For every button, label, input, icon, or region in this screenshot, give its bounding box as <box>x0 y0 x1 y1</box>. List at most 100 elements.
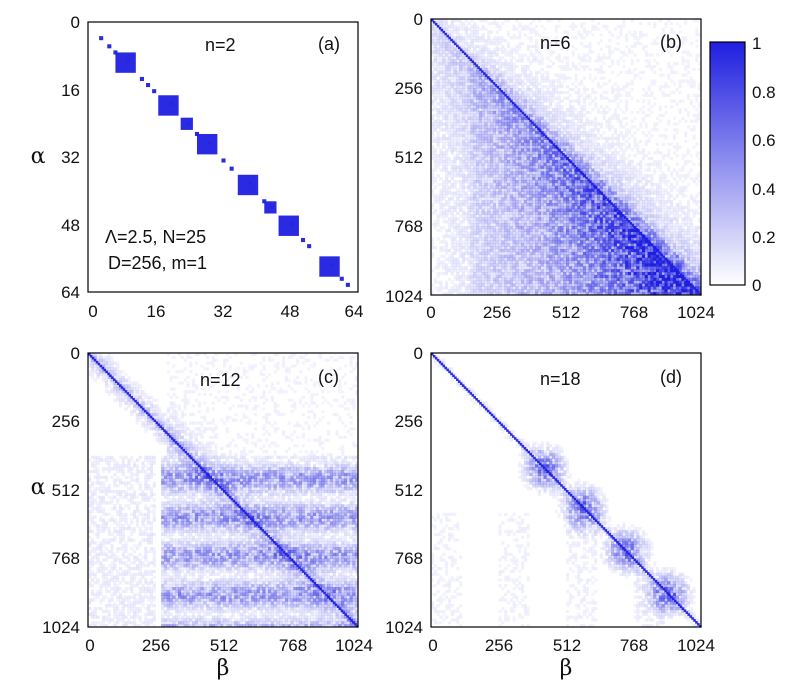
matrix-cell <box>546 85 550 89</box>
matrix-cell <box>554 125 558 129</box>
matrix-cell <box>605 154 609 158</box>
matrix-cell <box>504 191 508 195</box>
matrix-cell <box>608 180 612 184</box>
matrix-cell <box>549 188 553 192</box>
matrix-cell <box>433 105 437 109</box>
matrix-cell <box>686 217 691 221</box>
matrix-cell <box>686 79 691 83</box>
matrix-cell <box>518 208 522 212</box>
matrix-cell <box>594 116 598 120</box>
matrix-cell <box>512 116 516 120</box>
matrix-cell <box>515 226 519 230</box>
diagonal-block <box>139 76 144 81</box>
matrix-cell <box>473 111 477 115</box>
matrix-cell <box>588 208 592 212</box>
diagonal-block <box>194 131 200 137</box>
matrix-cell <box>698 62 702 66</box>
matrix-cell <box>585 194 589 198</box>
matrix-cell <box>447 197 451 201</box>
matrix-cell <box>627 154 631 158</box>
matrix-cell <box>585 214 589 218</box>
matrix-cell <box>653 21 657 26</box>
matrix-cell <box>594 197 598 201</box>
matrix-cell <box>695 19 699 23</box>
matrix-cell <box>470 56 474 60</box>
matrix-cell <box>613 116 617 120</box>
matrix-cell <box>436 44 440 49</box>
matrix-cell <box>478 197 482 201</box>
matrix-cell <box>613 174 617 178</box>
matrix-cell <box>602 142 606 146</box>
matrix-cell <box>605 159 609 164</box>
matrix-cell <box>532 119 536 123</box>
matrix-cell <box>664 134 668 138</box>
matrix-cell <box>633 197 637 201</box>
matrix-cell <box>467 177 471 181</box>
matrix-cell <box>551 131 556 135</box>
matrix-cell <box>557 53 561 57</box>
matrix-cell <box>470 73 474 77</box>
matrix-cell <box>431 145 435 149</box>
matrix-cell <box>532 174 536 178</box>
matrix-cell <box>585 111 589 115</box>
matrix-cell <box>535 197 539 201</box>
matrix-cell <box>484 79 488 83</box>
matrix-cell <box>560 200 564 204</box>
matrix-cell <box>639 194 643 198</box>
matrix-cell <box>467 171 471 175</box>
matrix-cell <box>594 162 598 166</box>
matrix-cell <box>591 226 595 230</box>
matrix-cell <box>641 119 646 123</box>
matrix-cell <box>464 185 468 189</box>
matrix-cell <box>464 191 468 195</box>
matrix-cell <box>470 168 474 172</box>
matrix-cell <box>577 90 581 95</box>
matrix-cell <box>433 220 437 224</box>
matrix-cell <box>644 154 648 158</box>
matrix-cell <box>490 197 494 201</box>
matrix-cell <box>450 131 454 135</box>
matrix-cell <box>487 162 491 166</box>
matrix-cell <box>566 62 570 66</box>
matrix-cell <box>504 134 508 138</box>
matrix-cell <box>498 191 502 195</box>
matrix-cell <box>495 108 499 112</box>
matrix-cell <box>501 194 505 198</box>
matrix-cell <box>529 165 533 169</box>
matrix-cell <box>636 180 640 184</box>
matrix-cell <box>686 223 691 227</box>
matrix-cell <box>509 217 513 221</box>
matrix-cell <box>509 53 513 57</box>
matrix-cell <box>571 113 575 118</box>
diagonal-block-highlight <box>187 121 191 125</box>
matrix-cell <box>476 182 480 187</box>
matrix-cell <box>557 174 561 178</box>
matrix-cell <box>487 50 491 54</box>
matrix-cell <box>599 151 603 155</box>
matrix-cell <box>608 197 612 201</box>
matrix-cell <box>529 99 533 103</box>
matrix-cell <box>470 148 474 152</box>
matrix-cell <box>608 116 612 120</box>
matrix-cell <box>453 96 457 100</box>
matrix-cell <box>490 88 494 92</box>
matrix-cell <box>605 226 609 230</box>
matrix-cell <box>585 119 589 123</box>
matrix-cell <box>526 85 530 89</box>
matrix-cell <box>481 125 485 129</box>
matrix-cell <box>450 70 454 74</box>
matrix-cell <box>678 205 682 210</box>
matrix-cell <box>585 180 589 184</box>
matrix-cell <box>571 188 575 192</box>
matrix-cell <box>459 105 463 109</box>
matrix-cell <box>585 203 589 207</box>
matrix-cell <box>490 128 494 132</box>
matrix-cell <box>605 203 609 207</box>
matrix-cell <box>535 182 539 187</box>
matrix-cell <box>661 85 665 89</box>
matrix-cell <box>456 142 460 146</box>
matrix-cell <box>487 62 491 66</box>
matrix-cell <box>613 82 617 86</box>
matrix-cell <box>647 191 651 195</box>
diagonal-block <box>339 276 344 281</box>
